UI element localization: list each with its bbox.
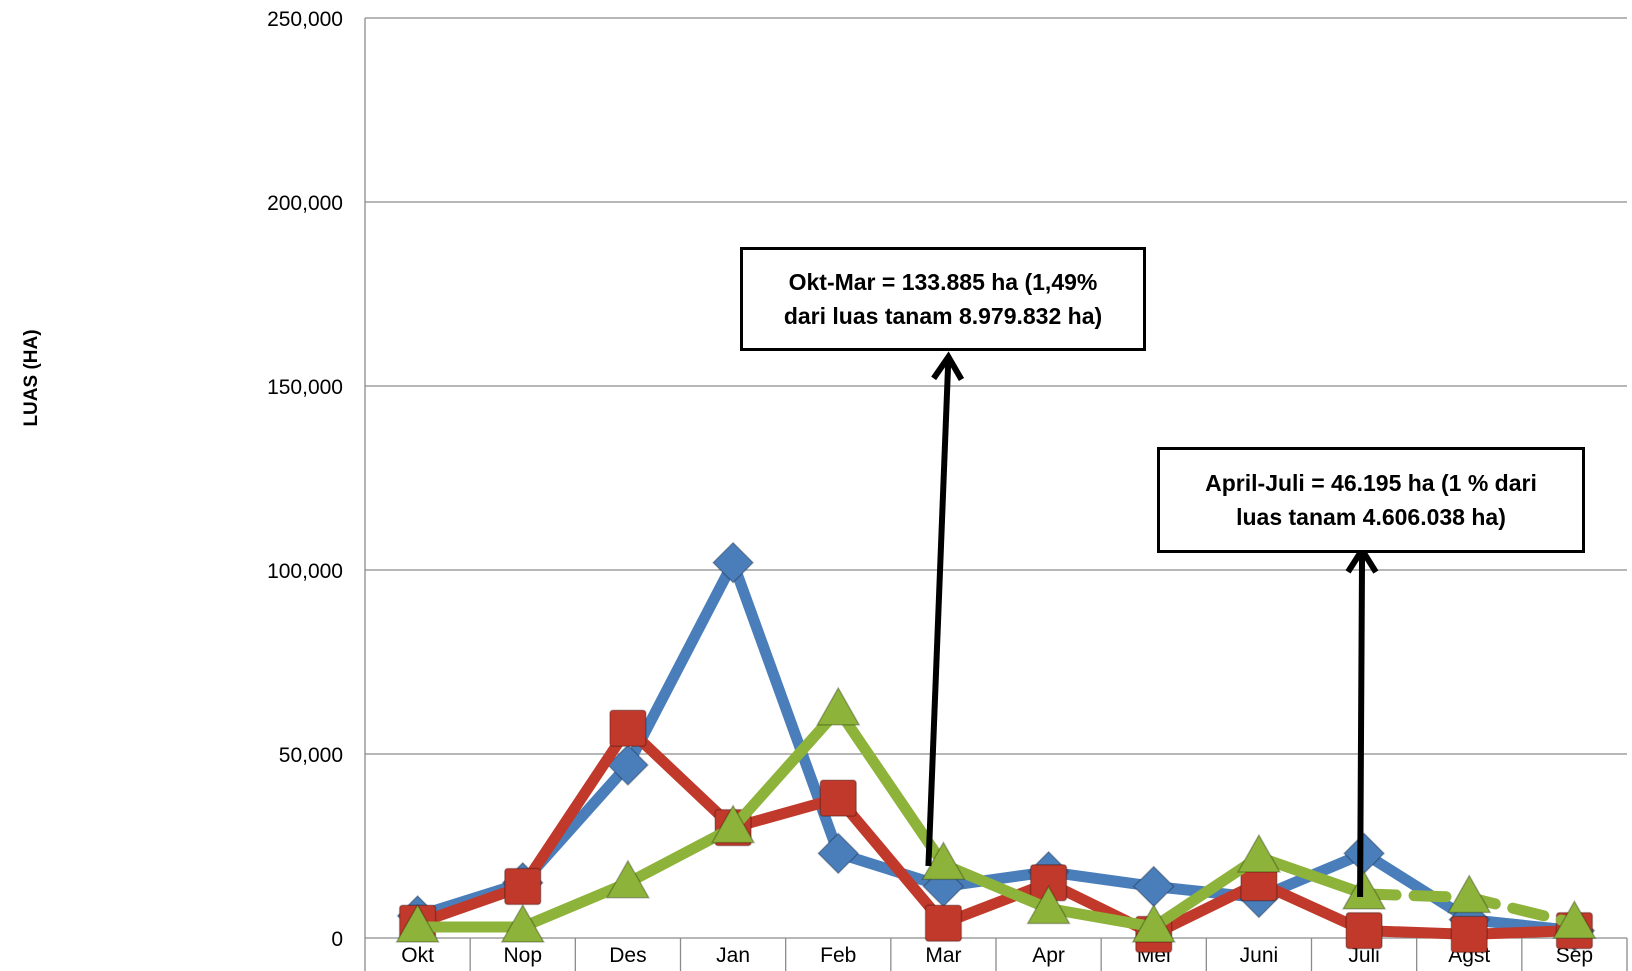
- data-point-marker: [1552, 899, 1597, 940]
- y-tick-label: 200,000: [267, 192, 343, 215]
- data-point-marker: [1026, 885, 1071, 925]
- data-point-marker: [1450, 915, 1488, 954]
- y-tick-labels: 0 50,000 100,000 150,000 200,000 250,000: [267, 8, 343, 951]
- series-lines: [395, 541, 1597, 954]
- x-tick-label: Mar: [925, 944, 961, 967]
- data-point-marker: [606, 743, 649, 787]
- data-point-marker: [924, 904, 963, 943]
- x-tick-label: Juli: [1348, 944, 1380, 967]
- data-point-marker: [1132, 865, 1175, 908]
- grid-lines: [365, 17, 1627, 755]
- data-point-marker: [710, 804, 756, 844]
- data-point-marker: [504, 867, 542, 906]
- axes: [364, 18, 1628, 971]
- annotation-box-okt-mar: Okt-Mar = 133.885 ha (1,49% dari luas ta…: [740, 247, 1146, 351]
- data-point-marker: [500, 903, 546, 943]
- data-point-marker: [712, 541, 755, 584]
- data-point-marker: [1236, 833, 1282, 873]
- x-tick-label: Feb: [820, 944, 856, 967]
- series-line: [412, 704, 1370, 933]
- data-point-marker: [605, 859, 651, 899]
- y-tick-label: 100,000: [267, 560, 343, 583]
- annotation-arrows: [925, 351, 1379, 898]
- y-tick-label: 250,000: [267, 8, 343, 31]
- annotation-box-april-juli: April-Juli = 46.195 ha (1 % dari luas ta…: [1157, 447, 1585, 553]
- data-point-marker: [1446, 874, 1492, 914]
- x-tick-label: Nop: [503, 944, 542, 967]
- x-tick-label: Juni: [1240, 944, 1279, 967]
- data-point-marker: [609, 709, 647, 747]
- y-tick-label: 0: [331, 928, 343, 951]
- data-point-marker: [395, 903, 440, 943]
- y-axis-label: LUAS (HA): [21, 329, 42, 426]
- series-line: [412, 557, 1580, 937]
- series-triangle: [395, 686, 1597, 943]
- data-point-marker: [819, 779, 857, 817]
- data-point-marker: [1341, 870, 1387, 910]
- data-point-marker: [1345, 911, 1383, 950]
- data-point-marker: [921, 840, 966, 881]
- data-point-marker: [815, 686, 861, 726]
- series-square: [398, 709, 1594, 954]
- x-tick-label: Sep: [1556, 944, 1593, 967]
- annotation-arrow: [925, 351, 965, 867]
- data-point-marker: [817, 832, 860, 875]
- y-tick-label: 50,000: [279, 744, 343, 767]
- data-point-marker: [1131, 903, 1177, 943]
- x-tick-label: Des: [609, 944, 646, 967]
- x-tick-label: Okt: [401, 944, 434, 967]
- y-tick-label: 150,000: [267, 376, 343, 399]
- x-tick-label: Apr: [1032, 944, 1065, 967]
- x-tick-label: Jan: [716, 944, 750, 967]
- x-tick-labels: Okt Nop Des Jan Feb Mar Apr Mei Juni Juli Agst Sep: [401, 944, 1593, 967]
